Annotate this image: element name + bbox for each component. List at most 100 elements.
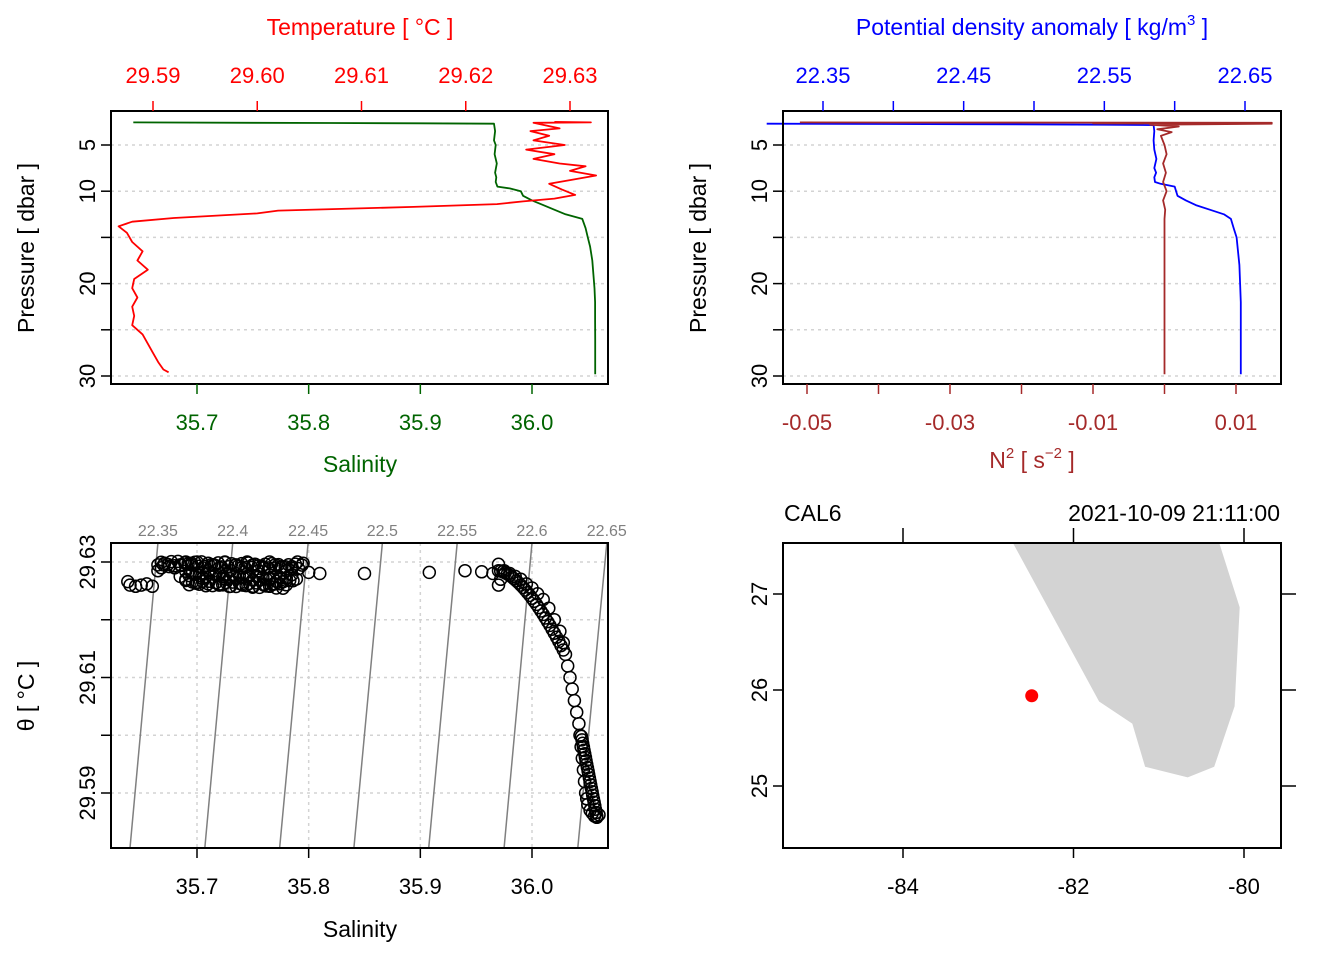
data-point [265, 556, 279, 571]
data-point [536, 607, 550, 622]
data-point [560, 659, 575, 673]
data-point [192, 577, 206, 591]
data-point [491, 578, 506, 592]
data-point [179, 573, 193, 588]
data-point [289, 572, 304, 586]
data-point [511, 576, 526, 590]
plot-frame [782, 110, 1282, 385]
x-tick-label: 36.0 [511, 410, 554, 435]
scatter-layer [121, 554, 606, 825]
data-point [179, 564, 193, 579]
y-tick-label: 29.59 [75, 765, 100, 820]
data-point [161, 557, 175, 572]
data-point [239, 578, 253, 593]
x-tick-label: 22.35 [795, 63, 850, 88]
grid [111, 144, 608, 377]
map-axes: -84 -82 -80 25 26 27 [747, 528, 1296, 899]
x-tick-label: -0.03 [925, 410, 975, 435]
density-title-sup: 3 [1187, 12, 1195, 29]
x-tick-label: -84 [887, 874, 919, 899]
left-axis-pressure: 5 10 20 30 [75, 139, 111, 388]
y-tick-label: 10 [75, 179, 100, 203]
data-point [171, 554, 185, 569]
isopycnal-line [353, 542, 384, 849]
data-point [279, 578, 294, 592]
isopycnal-label: 22.65 [587, 523, 627, 540]
isopycnal-layer: 22.35 22.4 22.45 22.5 22.55 22.6 22.65 [129, 523, 627, 849]
y-tick-label: 29.61 [75, 650, 100, 705]
data-point [123, 578, 137, 592]
data-point [246, 580, 260, 594]
data-point [205, 578, 220, 593]
data-point [531, 600, 546, 615]
n2-title-sup: 2 [1006, 445, 1014, 462]
data-point [288, 557, 303, 571]
isopycnal-line [427, 542, 458, 849]
data-point [357, 566, 372, 581]
x-axis-title: Salinity [323, 916, 398, 942]
isopycnal-label: 22.4 [217, 523, 248, 540]
salinity-line [133, 121, 597, 375]
isopycnal-label: 22.55 [437, 523, 477, 540]
panel-density-n2: 22.35 22.45 22.55 22.65 -0.05 -0.03 -0.01 0.01… [685, 12, 1282, 473]
data-point [199, 578, 213, 593]
x-tick-label: -0.01 [1068, 410, 1118, 435]
left-axis-pressure: 5 10 20 30 [747, 139, 783, 388]
y-axis-title: θ [ °C ] [13, 661, 39, 732]
station-datetime: 2021-10-09 21:11:00 [1068, 500, 1280, 526]
land-layer [1013, 543, 1240, 778]
series-layer [766, 121, 1273, 375]
series-layer [117, 121, 597, 375]
data-point [458, 563, 472, 578]
plot-frame [110, 110, 609, 385]
temperature-line [117, 121, 597, 374]
y-axis-title: Pressure [ dbar ] [13, 163, 39, 333]
y-tick-label: 30 [75, 364, 100, 388]
x-tick-label: -80 [1228, 874, 1260, 899]
data-point [291, 561, 306, 576]
data-point [574, 729, 589, 744]
grid [783, 144, 1281, 377]
isopycnal-label: 22.5 [367, 523, 398, 540]
data-point [225, 567, 240, 581]
x-tick-label: -82 [1058, 874, 1090, 899]
data-point [514, 578, 528, 592]
bottom-axis-title: Salinity [323, 451, 398, 477]
density-title-unit: [ kg/m [1124, 14, 1187, 40]
bottom-axis-salinity: 35.7 35.8 35.9 36.0 [176, 384, 554, 435]
top-axis-density: 22.35 22.45 22.55 22.65 [795, 63, 1273, 111]
isopycnal-line [577, 542, 608, 849]
x-tick-label: 29.60 [230, 63, 285, 88]
data-point [249, 576, 263, 590]
data-point [182, 577, 196, 592]
y-tick-label: 26 [747, 678, 772, 702]
x-tick-label: 36.0 [511, 874, 554, 899]
data-point [313, 566, 327, 581]
isopycnal-line [278, 542, 309, 849]
bottom-axis-title: N2 [ s−2 ] [989, 445, 1075, 473]
y-tick-label: 27 [747, 582, 772, 606]
y-tick-label: 30 [747, 364, 772, 388]
data-point [202, 574, 217, 589]
isopycnal-line [129, 542, 159, 849]
bottom-axis-n2: -0.05 -0.03 -0.01 0.01 [782, 384, 1257, 435]
data-point [262, 579, 277, 594]
data-point [534, 604, 548, 618]
panel-ts-diagram: 22.35 22.4 22.45 22.5 22.55 22.6 22.65 35.7 35.… [13, 523, 627, 942]
data-point [538, 611, 553, 625]
data-point [529, 597, 544, 612]
x-tick-label: 22.45 [936, 63, 991, 88]
y-tick-label: 10 [747, 179, 772, 203]
y-axis-title: Pressure [ dbar ] [685, 163, 711, 333]
density-line [766, 122, 1242, 375]
isopycnal-label: 22.35 [138, 523, 178, 540]
data-point [215, 578, 230, 592]
data-point [202, 565, 217, 580]
n2-title-n: N [989, 447, 1006, 473]
x-tick-label: 35.7 [176, 410, 219, 435]
x-tick-label: 22.55 [1077, 63, 1132, 88]
data-point [167, 559, 182, 573]
y-tick-label: 5 [747, 139, 772, 151]
isopycnal-label: 22.6 [516, 523, 547, 540]
